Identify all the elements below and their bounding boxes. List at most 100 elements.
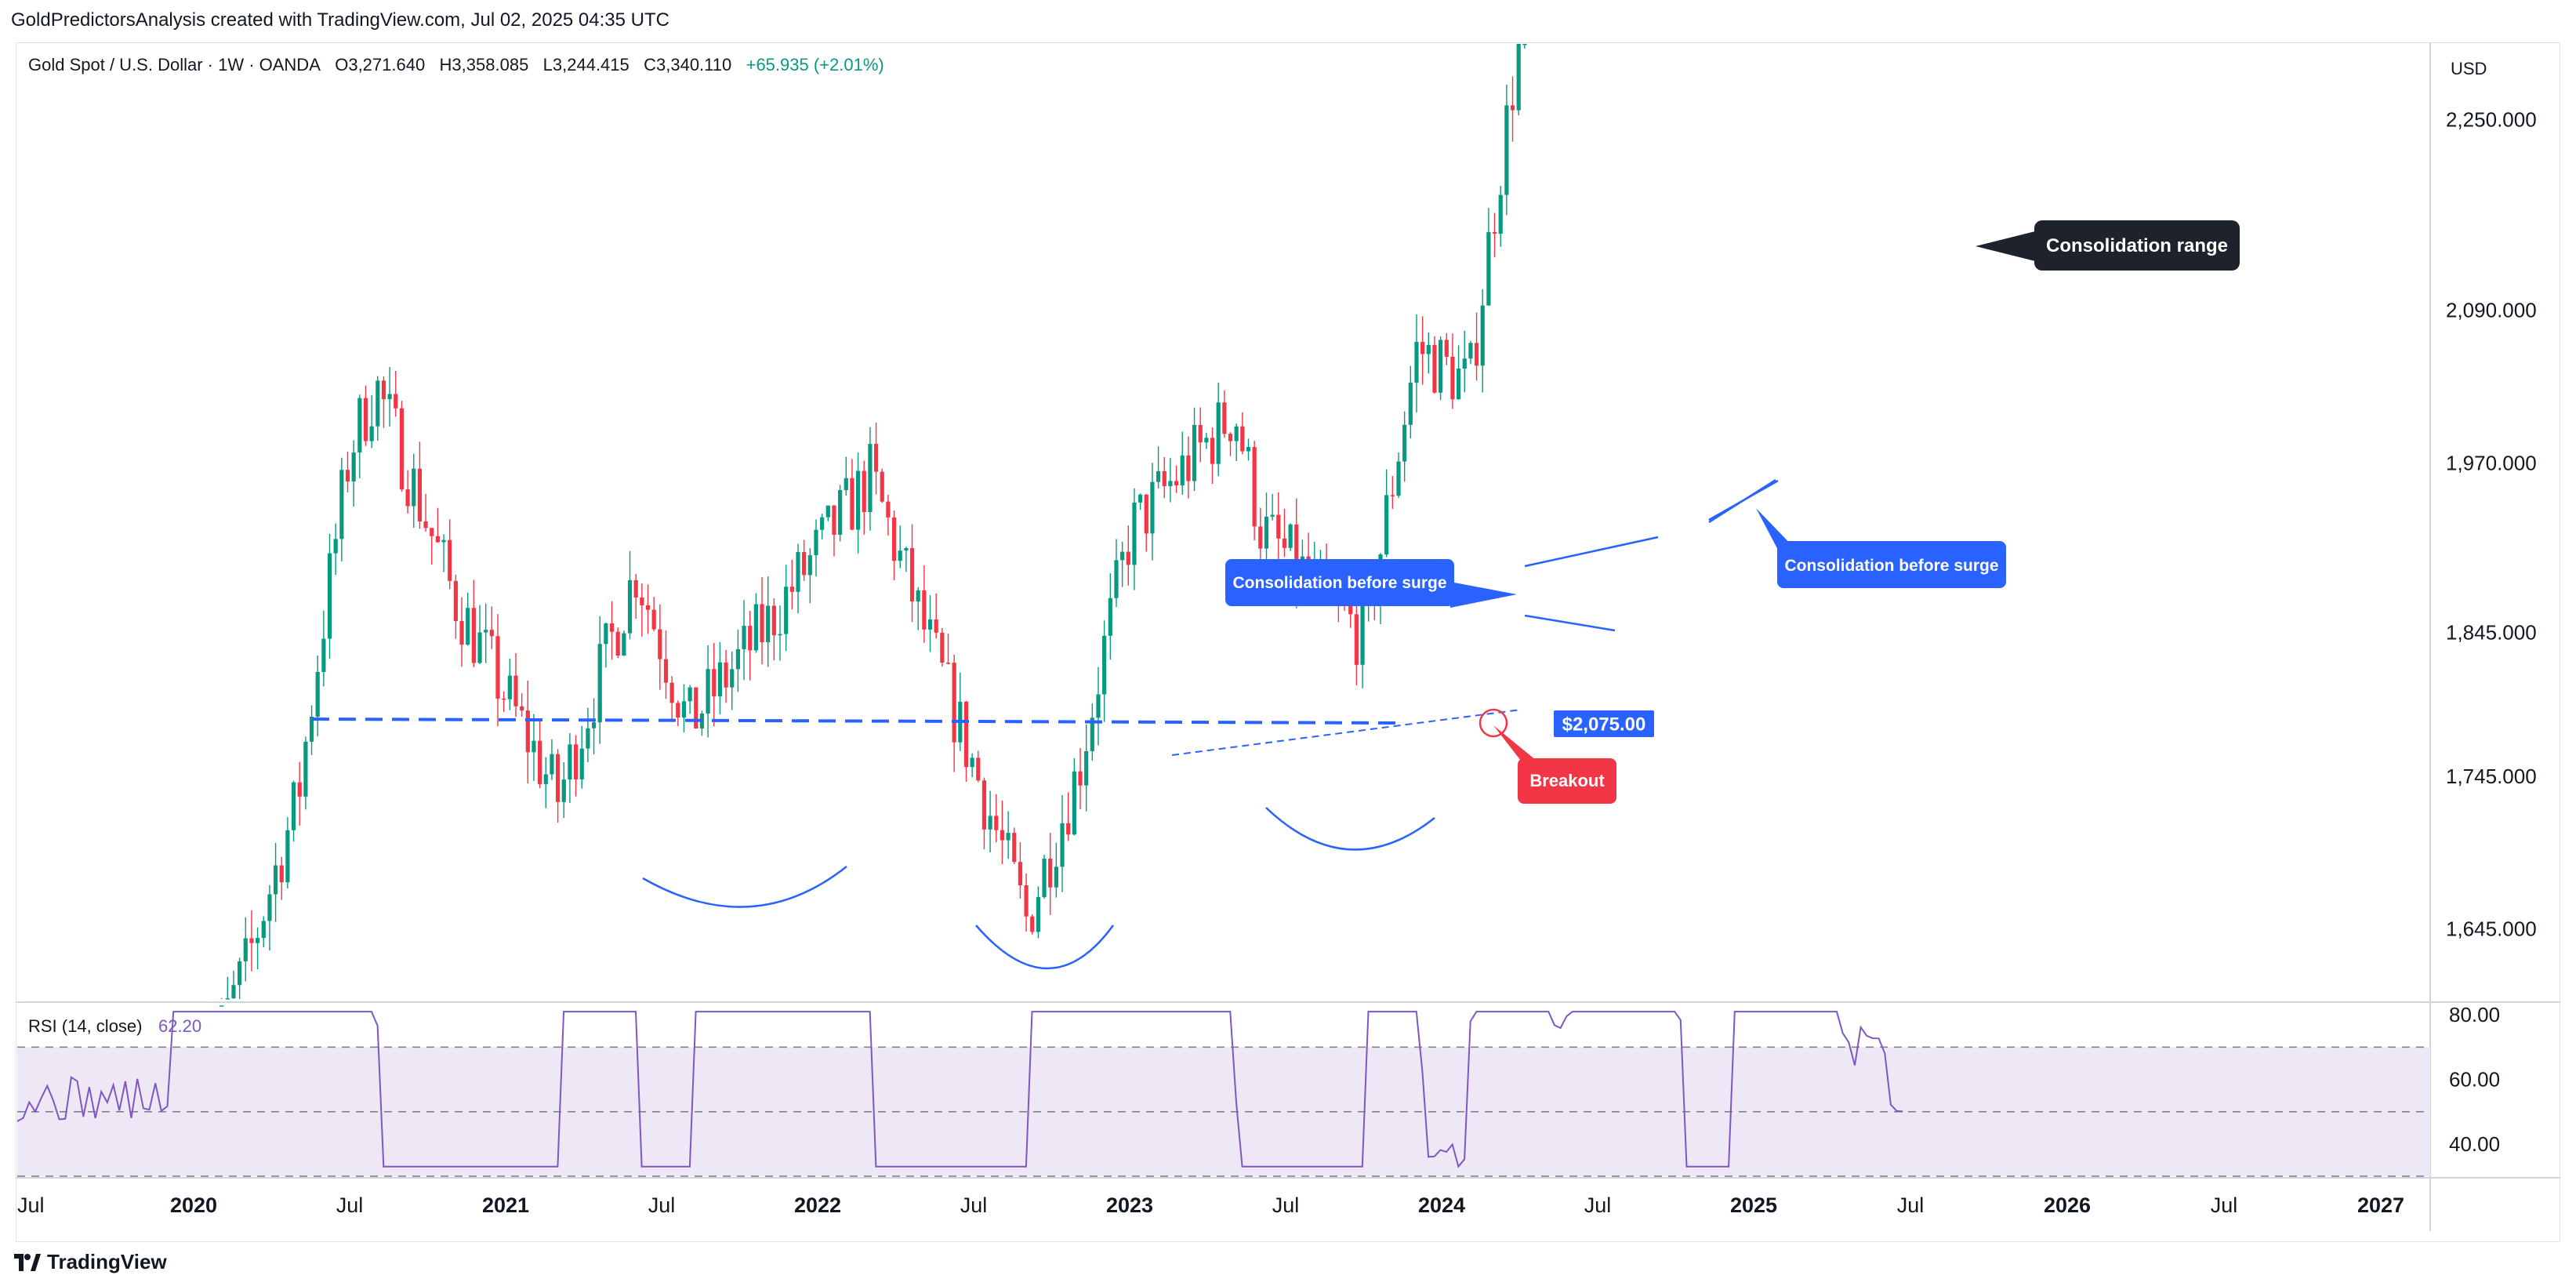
candle-up (1180, 455, 1185, 485)
candle-up (220, 1005, 224, 1007)
time-tick-label: Jul (960, 1193, 988, 1217)
tradingview-logo[interactable]: TradingView (14, 1250, 167, 1274)
candle-down (771, 605, 776, 636)
candle-down (1282, 538, 1287, 548)
candle-up (1288, 524, 1293, 548)
candle-up (532, 740, 536, 753)
candle-down (945, 663, 951, 664)
rsi-axis-label: 60.00 (2449, 1068, 2500, 1092)
breakout-pointer (1493, 725, 1537, 761)
candle-up (321, 638, 326, 672)
candle-down (724, 662, 728, 688)
candle-down (1252, 447, 1257, 527)
candle-down (525, 710, 530, 753)
currency-label: USD (2451, 59, 2487, 78)
candle-up (591, 722, 597, 728)
price-tick-label: 1,745.000 (2446, 765, 2537, 788)
candle-up (796, 552, 800, 592)
candle-up (742, 626, 746, 649)
breakout-label: Breakout (1529, 771, 1605, 790)
time-tick-label: 2025 (1730, 1193, 1777, 1217)
candle-up (1102, 635, 1107, 695)
rising-trendline (1171, 709, 1522, 756)
consolidation-left-label: Consolidation before surge (1232, 574, 1446, 592)
price-tick-label: 1,970.000 (2446, 451, 2537, 474)
candle-up (1504, 105, 1509, 195)
candle-down (1048, 859, 1053, 888)
consolidation-left-box (1225, 559, 1454, 606)
candle-down (1024, 885, 1029, 917)
candle-down (651, 609, 656, 630)
candle-down (1450, 356, 1455, 400)
candle-up (597, 644, 602, 723)
candle-up (1096, 694, 1101, 718)
candle-up (291, 782, 296, 830)
candle-up (1060, 823, 1065, 867)
ohlc-high: H3,358.085 (439, 55, 529, 74)
candle-down (1210, 438, 1215, 464)
candle-down (1144, 494, 1148, 534)
level-2075-label: $2,075.00 (1562, 714, 1646, 736)
price-tick-label: 1,845.000 (2446, 620, 2537, 644)
candle-up (1480, 305, 1485, 366)
candle-up (1150, 481, 1155, 534)
candle-up (256, 938, 260, 943)
candle-up (1168, 481, 1173, 486)
candle-up (1414, 342, 1419, 383)
candle-up (1156, 470, 1161, 482)
symbol-header[interactable]: Gold Spot / U.S. Dollar · 1W · OANDA O3,… (28, 55, 884, 75)
candle-down (669, 682, 674, 703)
candle-down (994, 816, 999, 830)
candle-down (922, 590, 927, 630)
candle-up (753, 604, 758, 651)
candle-up (507, 675, 512, 699)
candle-down (573, 744, 579, 779)
candle-up (441, 539, 446, 543)
candle-down (789, 587, 794, 592)
candle-up (717, 662, 723, 697)
candle-up (1402, 424, 1407, 462)
candle-up (339, 470, 344, 539)
time-tick-label: Jul (17, 1193, 45, 1217)
candle-down (1474, 343, 1479, 366)
symbol-name[interactable]: Gold Spot / U.S. Dollar · 1W · OANDA (28, 55, 321, 74)
candle-up (838, 490, 843, 535)
time-tick-label: Jul (2211, 1193, 2238, 1217)
candle-up (916, 590, 920, 602)
candle-up (243, 938, 248, 961)
candle-up (550, 754, 554, 775)
candle-down (891, 517, 897, 561)
candle-up (1439, 340, 1443, 393)
candle-up (688, 687, 692, 702)
candle-down (381, 380, 386, 400)
candle-down (430, 528, 434, 536)
candle-up (466, 608, 470, 645)
candle-down (1222, 402, 1227, 434)
candle-up (273, 865, 278, 895)
candle-up (1090, 717, 1094, 751)
consolidation-left-pointer (1450, 582, 1517, 608)
candle-down (663, 659, 669, 683)
candle-up (357, 398, 362, 453)
candle-up (1006, 833, 1010, 841)
candle-down (1432, 344, 1437, 393)
candle-down (850, 478, 854, 530)
candle-down (1174, 481, 1179, 485)
candle-up (369, 426, 374, 441)
consolidation-range-box (2034, 220, 2240, 271)
candle-down (748, 626, 753, 651)
candle-down (556, 754, 561, 802)
time-tick-label: Jul (1272, 1193, 1300, 1217)
candle-down (909, 548, 915, 602)
candle-down (1018, 862, 1023, 886)
candle-down (1228, 434, 1233, 441)
candle-down (952, 663, 956, 743)
candle-down (297, 782, 302, 797)
consolidation-range-pointer (1976, 231, 2038, 262)
candle-down (459, 620, 464, 645)
candle-down (886, 501, 891, 518)
breakout-circle (1478, 708, 1508, 738)
consolidation-right-box (1777, 541, 2006, 588)
candle-down (1186, 455, 1191, 481)
